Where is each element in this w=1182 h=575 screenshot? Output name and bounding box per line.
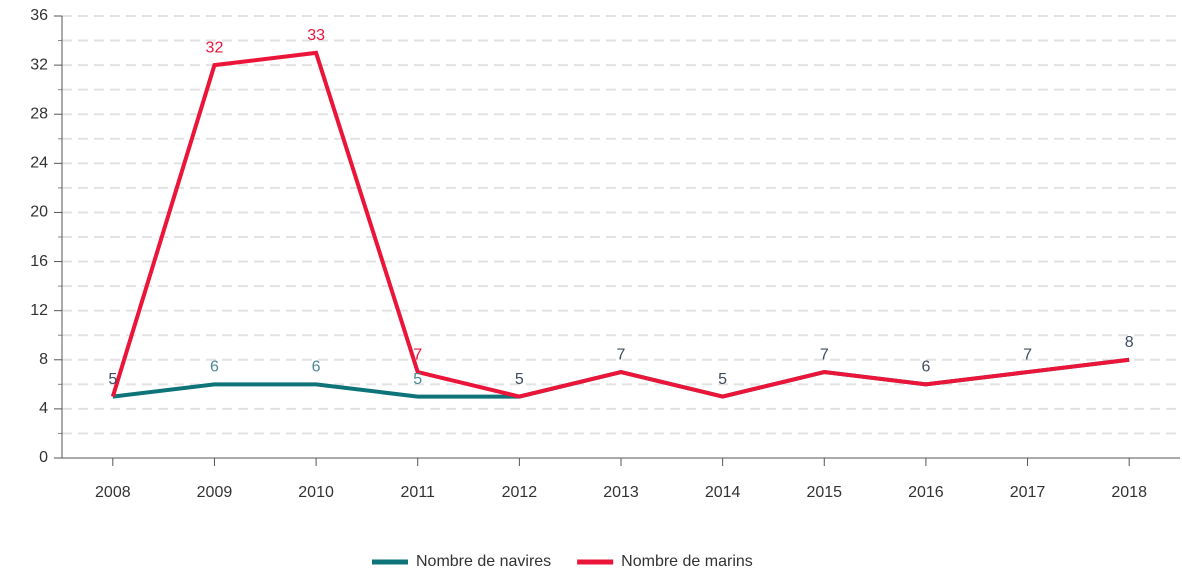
data-label: 5 [718, 371, 727, 388]
data-label: 32 [206, 39, 224, 56]
x-tick-label: 2013 [603, 484, 639, 501]
y-tick-label: 4 [39, 400, 48, 417]
x-tick-label: 2010 [298, 484, 334, 501]
y-tick-label: 20 [30, 204, 48, 221]
data-label: 6 [210, 359, 219, 376]
data-label: 5 [413, 371, 422, 388]
data-label: 5 [515, 371, 524, 388]
data-label: 7 [820, 346, 829, 363]
y-tick-label: 32 [30, 56, 48, 73]
x-tick-label: 2015 [806, 484, 842, 501]
legend-label: Nombre de navires [416, 553, 551, 570]
y-tick-label: 12 [30, 302, 48, 319]
x-tick-label: 2009 [197, 484, 233, 501]
y-tick-label: 28 [30, 105, 48, 122]
y-tick-label: 16 [30, 253, 48, 270]
data-label: 6 [921, 359, 930, 376]
data-label: 33 [307, 27, 325, 44]
y-tick-label: 0 [39, 449, 48, 466]
x-tick-label: 2014 [705, 484, 741, 501]
data-label: 8 [1125, 334, 1134, 351]
y-tick-label: 36 [30, 7, 48, 24]
x-tick-label: 2011 [401, 484, 436, 501]
x-tick-label: 2016 [908, 484, 944, 501]
data-label: 7 [413, 346, 422, 363]
data-label: 6 [312, 359, 321, 376]
data-label: 5 [108, 371, 117, 388]
x-tick-label: 2017 [1010, 484, 1046, 501]
data-label: 7 [617, 346, 626, 363]
line-series [110, 50, 1130, 399]
y-tick-label: 8 [39, 351, 48, 368]
x-tick-label: 2008 [95, 484, 131, 501]
data-label: 7 [1023, 346, 1032, 363]
x-tick-label: 2018 [1111, 484, 1147, 501]
x-tick-label: 2012 [502, 484, 538, 501]
y-tick-label: 24 [30, 155, 48, 172]
legend-label: Nombre de marins [621, 553, 753, 570]
